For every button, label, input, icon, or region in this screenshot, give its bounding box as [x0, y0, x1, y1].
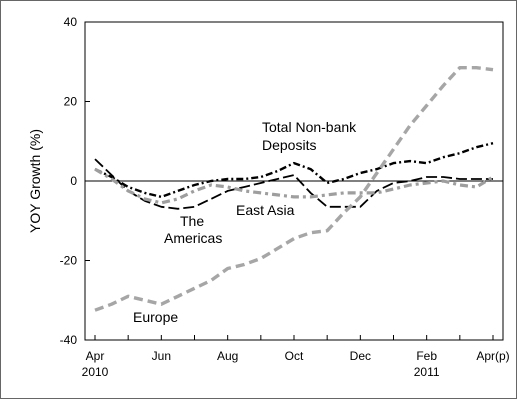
series-line-east-asia	[94, 167, 494, 205]
annotation-americas-line-2: Americas	[164, 230, 222, 246]
x-tick-label: Apr(p)	[476, 349, 509, 363]
annotation-eastasia-line-1: East Asia	[236, 202, 295, 218]
annotation-eastasia: East Asia	[236, 202, 295, 218]
y-tick-label: 0	[70, 174, 77, 188]
annotation-total-line-2: Deposits	[262, 137, 316, 153]
x-year-label: 2010	[82, 365, 109, 379]
y-axis: 40 20 0 -20 -40	[60, 15, 90, 347]
annotation-total-line-1: Total Non-bank	[262, 119, 357, 135]
y-tick-label: -40	[60, 333, 78, 347]
series-line-europe	[94, 65, 494, 312]
x-tick-label: Aug	[217, 349, 238, 363]
annotation-total: Total Non-bank Deposits	[262, 119, 357, 153]
x-tick-label: Apr	[86, 349, 105, 363]
y-tick-label: 40	[64, 15, 78, 29]
y-tick-label: -20	[60, 254, 78, 268]
x-tick-label: Jun	[152, 349, 171, 363]
y-tick-label: 20	[64, 95, 78, 109]
annotation-americas: The Americas	[164, 213, 222, 246]
y-axis-title: YOY Growth (%)	[27, 129, 43, 233]
series-layer	[94, 65, 494, 312]
series-line-the-americas	[94, 158, 493, 210]
x-axis: Apr Jun Aug Oct Dec Feb Apr(p) 2010 2011	[82, 335, 510, 379]
annotation-europe-line-1: Europe	[133, 309, 178, 325]
x-tick-label: Feb	[416, 349, 437, 363]
annotation-europe: Europe	[133, 309, 178, 325]
x-tick-label: Oct	[285, 349, 304, 363]
x-year-label: 2011	[414, 365, 440, 379]
annotation-americas-line-1: The	[180, 213, 204, 229]
x-tick-label: Dec	[350, 349, 371, 363]
series-line-total-non-bank-deposits	[94, 142, 494, 199]
